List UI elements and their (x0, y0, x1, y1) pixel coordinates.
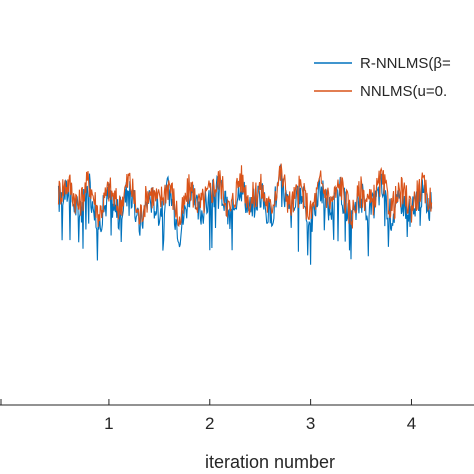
x-tick-label: 2 (205, 414, 214, 433)
legend-label: NNLMS(u=0. (360, 83, 447, 100)
series-line-2 (57, 163, 433, 229)
x-axis-label: iteration number (205, 452, 335, 472)
x-axis: 1 2 3 4 (0, 399, 416, 433)
x-tick-label: 1 (104, 414, 113, 433)
series-layer (57, 163, 433, 265)
legend-label: R-NNLMS(β= (360, 55, 451, 72)
legend: R-NNLMS(β= NNLMS(u=0. (304, 46, 474, 108)
legend-box (304, 46, 474, 108)
x-tick-label: 4 (407, 414, 416, 433)
series-line-1 (57, 164, 433, 265)
x-tick-label: 3 (306, 414, 315, 433)
